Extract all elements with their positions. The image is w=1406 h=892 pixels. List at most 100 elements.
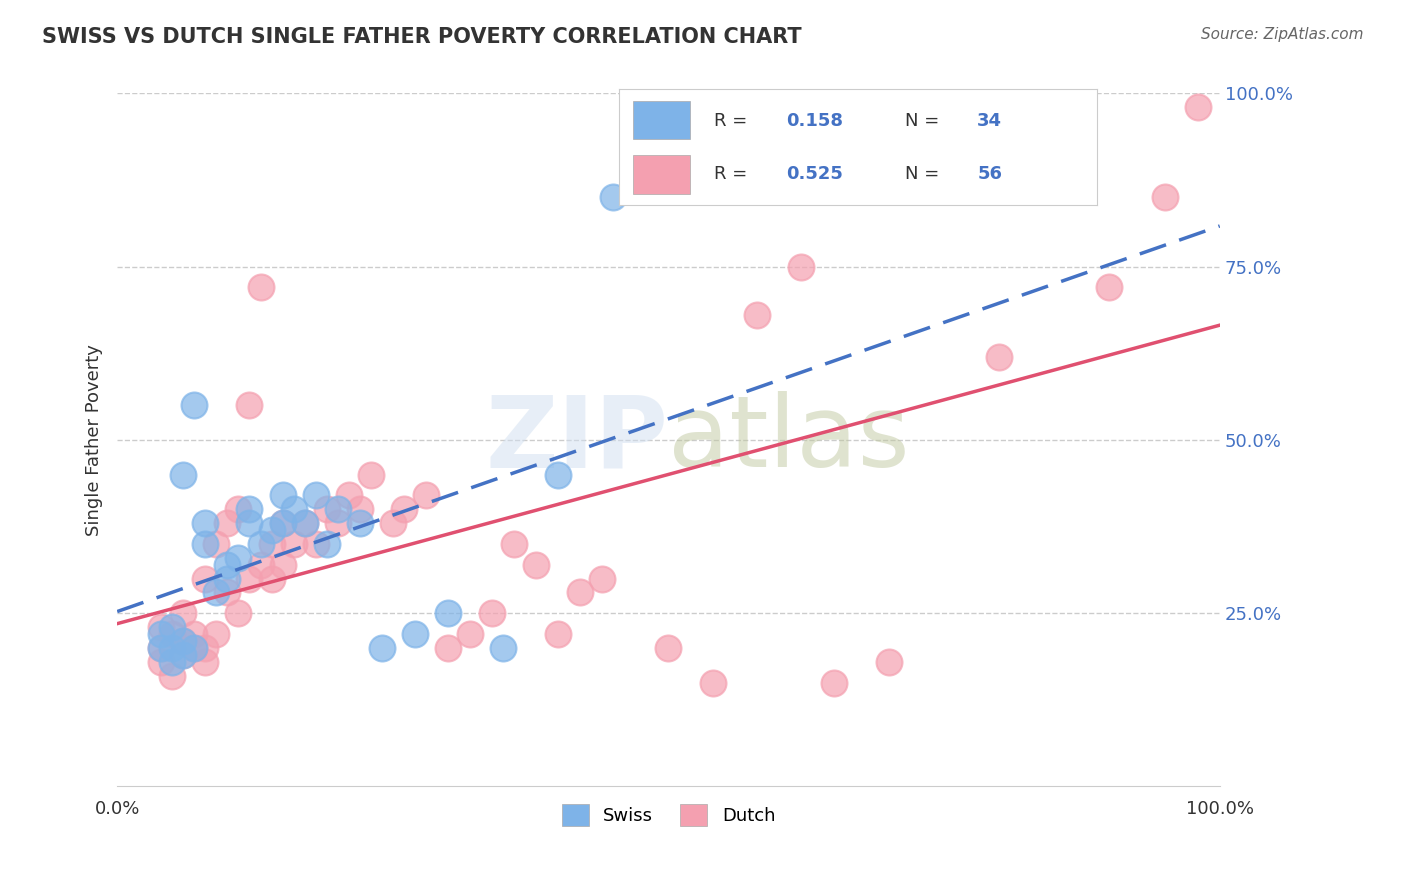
Text: R =: R = [714, 165, 754, 183]
Point [702, 675, 724, 690]
Point [238, 398, 260, 412]
Point [150, 640, 173, 655]
Point [228, 606, 250, 620]
Point [569, 585, 592, 599]
Text: atlas: atlas [668, 392, 910, 489]
Point [183, 640, 205, 655]
Point [283, 502, 305, 516]
Point [1098, 280, 1121, 294]
Point [415, 488, 437, 502]
Point [381, 516, 404, 530]
Point [745, 308, 768, 322]
Text: 0.158: 0.158 [786, 112, 844, 129]
Point [150, 640, 173, 655]
Point [260, 572, 283, 586]
Text: SWISS VS DUTCH SINGLE FATHER POVERTY CORRELATION CHART: SWISS VS DUTCH SINGLE FATHER POVERTY COR… [42, 27, 801, 46]
Point [238, 572, 260, 586]
Point [217, 572, 239, 586]
Point [790, 260, 813, 274]
Point [172, 648, 194, 662]
Point [294, 516, 316, 530]
Point [271, 488, 294, 502]
Point [172, 606, 194, 620]
Point [172, 634, 194, 648]
Point [228, 550, 250, 565]
Point [349, 516, 371, 530]
Point [481, 606, 503, 620]
Point [458, 627, 481, 641]
Point [547, 627, 569, 641]
Text: 56: 56 [977, 165, 1002, 183]
Point [437, 640, 460, 655]
Point [392, 502, 415, 516]
Point [271, 516, 294, 530]
Point [437, 606, 460, 620]
Point [238, 502, 260, 516]
Point [988, 350, 1011, 364]
Point [249, 558, 271, 572]
Point [271, 516, 294, 530]
Point [492, 640, 515, 655]
Point [172, 634, 194, 648]
Point [162, 620, 184, 634]
Point [1153, 190, 1175, 204]
Point [150, 620, 173, 634]
Point [547, 467, 569, 482]
Point [183, 398, 205, 412]
Point [150, 627, 173, 641]
Point [503, 537, 526, 551]
FancyBboxPatch shape [633, 101, 690, 139]
Point [260, 523, 283, 537]
Point [238, 516, 260, 530]
Point [205, 627, 228, 641]
Point [183, 627, 205, 641]
Text: Source: ZipAtlas.com: Source: ZipAtlas.com [1201, 27, 1364, 42]
Point [194, 537, 217, 551]
Point [194, 516, 217, 530]
Point [172, 467, 194, 482]
Point [194, 655, 217, 669]
Point [591, 572, 613, 586]
Point [271, 558, 294, 572]
Legend: Swiss, Dutch: Swiss, Dutch [554, 797, 783, 833]
Point [183, 640, 205, 655]
Point [304, 488, 326, 502]
Point [172, 648, 194, 662]
Point [404, 627, 426, 641]
Text: R =: R = [714, 112, 754, 129]
Point [657, 640, 679, 655]
Point [1187, 100, 1209, 114]
Point [337, 488, 360, 502]
Point [283, 537, 305, 551]
Point [877, 655, 900, 669]
Point [217, 516, 239, 530]
Point [217, 585, 239, 599]
FancyBboxPatch shape [633, 155, 690, 194]
Point [194, 572, 217, 586]
Point [304, 537, 326, 551]
Point [326, 502, 349, 516]
Point [162, 640, 184, 655]
Point [205, 585, 228, 599]
Point [249, 280, 271, 294]
Text: N =: N = [905, 165, 945, 183]
Text: 0.525: 0.525 [786, 165, 842, 183]
Point [162, 668, 184, 682]
Point [162, 655, 184, 669]
Point [228, 502, 250, 516]
Point [349, 502, 371, 516]
Point [602, 190, 624, 204]
Point [260, 537, 283, 551]
Point [823, 675, 845, 690]
Text: 34: 34 [977, 112, 1002, 129]
Point [315, 537, 337, 551]
Point [194, 640, 217, 655]
Point [217, 558, 239, 572]
Point [524, 558, 547, 572]
Point [371, 640, 394, 655]
Point [360, 467, 382, 482]
Point [249, 537, 271, 551]
Point [162, 627, 184, 641]
Text: N =: N = [905, 112, 945, 129]
Point [315, 502, 337, 516]
